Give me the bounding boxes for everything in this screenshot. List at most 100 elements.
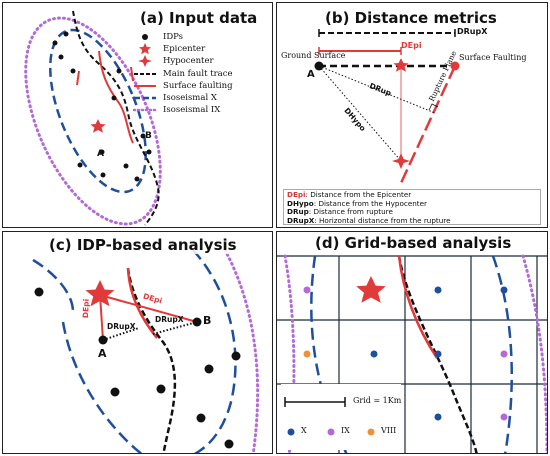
grid-point-ix [500, 350, 508, 358]
point-a-label: A [307, 69, 315, 80]
grid-point-ix [500, 413, 508, 421]
right-angle-marker [428, 103, 439, 111]
legend-label-x: X [301, 426, 307, 435]
idp-point [140, 133, 146, 139]
four-point-star-icon [133, 55, 157, 68]
legend-label-viii: VIII [381, 426, 397, 435]
idp-point [99, 149, 105, 155]
idp-point [70, 68, 76, 74]
definition-drupx: DRupX: Horizontal distance from the rupt… [287, 215, 537, 226]
idp-point [63, 31, 69, 37]
dhypo-line [318, 65, 402, 162]
definition-depi: DEpi: Distance from the Epicenter [287, 190, 537, 200]
legend-label: Epicenter [163, 44, 206, 55]
grid-point-x [434, 413, 442, 421]
legend-item-surface-faulting: Surface faulting [133, 80, 233, 92]
legend-panel-d: Grid = 1Km X IX VIII [281, 384, 401, 450]
idp-point [146, 149, 152, 155]
legend-label: Surface faulting [163, 80, 233, 91]
legend-dot-ix [327, 428, 335, 436]
surface-faulting-segment [76, 70, 80, 86]
depi-left-label: DEpi [81, 298, 91, 319]
idp-point [77, 162, 83, 168]
idp-point [231, 351, 241, 361]
definition-text: : Distance from rupture [308, 207, 393, 217]
epicenter-star [85, 280, 115, 307]
surface-faulting-point [450, 61, 460, 71]
legend-label: Isoseismal X [163, 92, 217, 103]
legend-dot-viii [367, 428, 375, 436]
surface-faulting-line [397, 255, 439, 359]
legend-label: Main fault trace [163, 68, 233, 79]
idp-point [116, 68, 122, 74]
legend-label: IDPs [163, 32, 184, 42]
blue-dashed-line-icon [133, 92, 157, 104]
isoseismal-x-contour [61, 321, 143, 453]
panel-a-title: (a) Input data [138, 9, 260, 27]
grid-point-x [500, 286, 508, 294]
red-line-icon [133, 80, 157, 92]
grid-points [303, 286, 508, 421]
idp-point [98, 335, 108, 345]
isoseismal-x-contour [49, 28, 147, 194]
term: DRupX [287, 215, 315, 225]
isoseismal-x-contour [192, 249, 237, 453]
idp-point [111, 95, 117, 101]
surface-faulting-line [98, 50, 134, 144]
grid-point-x [434, 350, 442, 358]
term: DHypo [287, 198, 314, 208]
legend-item-idps: IDPs [133, 31, 233, 43]
idp-points [34, 287, 241, 449]
definition-dhypo: DHypo: Distance from the Hypocenter [287, 198, 537, 209]
star-icon [133, 43, 157, 55]
legend-item-main-fault: Main fault trace [133, 68, 233, 80]
grid-point-ix [303, 286, 311, 294]
main-fault-trace [397, 255, 478, 453]
idp-point [192, 317, 202, 327]
dot-icon [133, 31, 157, 43]
legend-label: Hypocenter [163, 56, 214, 67]
point-a-marker [314, 61, 324, 71]
distance-metrics-diagram [314, 29, 460, 184]
drupx-left-label: DRupX [107, 322, 136, 331]
legend-panel-a: IDPs Epicenter Hypocenter Main fault tra… [133, 31, 233, 116]
rupture-plane-line [399, 65, 457, 184]
hypocenter-star [392, 153, 410, 169]
scale-label: Grid = 1Km [353, 396, 402, 405]
panel-input-data: (a) Input data B A IDPs Epicenter Hypoce… [2, 2, 273, 228]
idp-point [123, 163, 129, 169]
idp-point [134, 176, 140, 182]
idp-point [224, 439, 234, 449]
isoseismal-x-contour [491, 255, 513, 453]
grid-point-x [434, 286, 442, 294]
legend-dot-x [287, 428, 295, 436]
panel-d-title: (d) Grid-based analysis [313, 234, 514, 252]
main-fault-trace [126, 267, 177, 453]
legend-item-hypocenter: Hypocenter [133, 55, 233, 68]
idp-point [196, 413, 206, 423]
idp-point [34, 287, 44, 297]
surface-faulting-label: Surface Faulting [459, 53, 527, 62]
epicenter-star [90, 119, 106, 133]
main-fault-trace [72, 10, 160, 226]
panel-distance-metrics: (b) Distance metrics DRupX DEpi Ground S… [276, 2, 548, 228]
point-b-label: B [145, 131, 152, 141]
grid-analysis-map [277, 254, 547, 453]
point-b-label: B [203, 314, 212, 327]
isoseismal-ix-contour [223, 248, 260, 453]
grid-point-x [370, 350, 378, 358]
definitions-box: DEpi: Distance from the Epicenter DHypo:… [283, 189, 541, 225]
purple-dotted-line-icon [133, 104, 157, 116]
isoseismal-x-contour [32, 258, 75, 313]
definition-text: : Distance from the Epicenter [305, 190, 412, 199]
idp-point [204, 364, 214, 374]
definition-text: : Distance from the Hypocenter [313, 198, 428, 208]
point-a-label: A [98, 347, 107, 360]
panel-c-title: (c) IDP-based analysis [47, 236, 239, 254]
isoseismal-ix-contour [521, 254, 547, 453]
idp-point [156, 384, 166, 394]
depi-line-b [99, 294, 198, 323]
surface-faulting-line [126, 267, 158, 339]
epicenter-star [356, 276, 386, 303]
idp-point [110, 387, 120, 397]
